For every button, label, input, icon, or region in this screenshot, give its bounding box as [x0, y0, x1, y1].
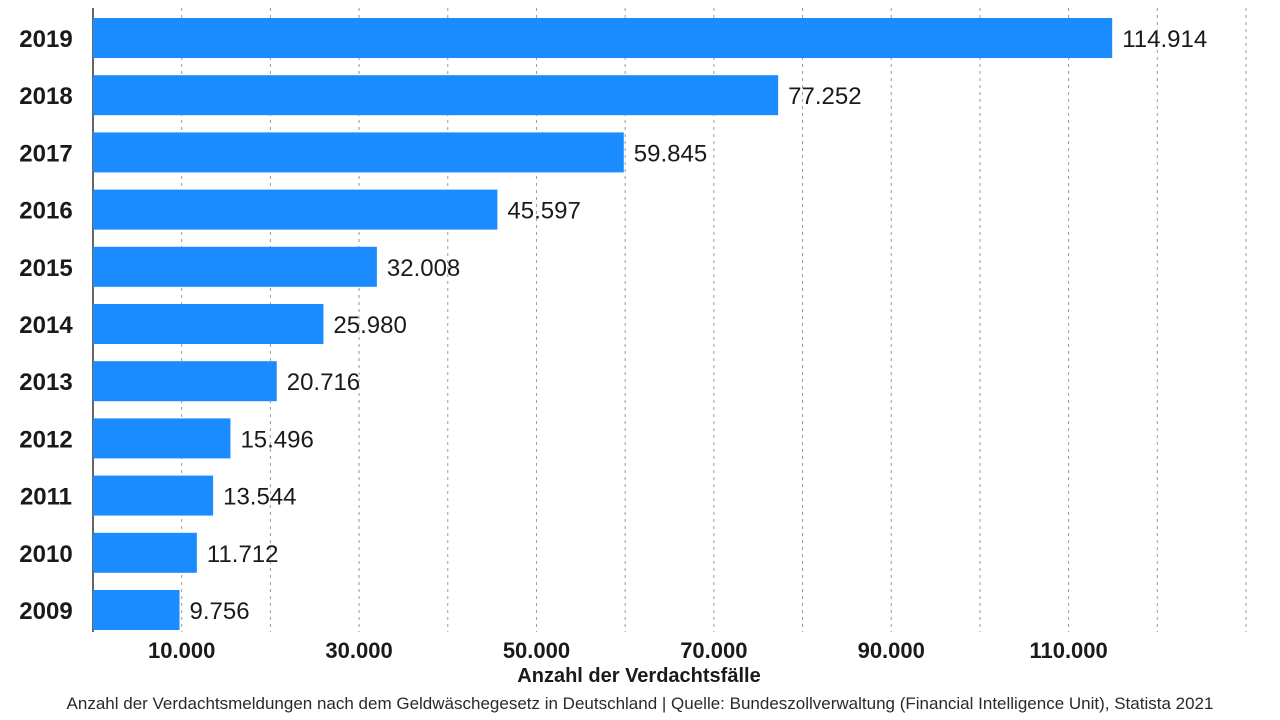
bar-2016: [93, 189, 498, 230]
value-label: 45.597: [507, 198, 580, 225]
value-label: 13.544: [223, 484, 296, 511]
bar-2010: [93, 532, 197, 573]
x-tick-label: 10.000: [148, 638, 215, 663]
x-axis-ticks: 10.000 30.000 50.000 70.000 90.000 110.000: [148, 638, 1108, 663]
x-tick-label: 50.000: [503, 638, 570, 663]
bar-2017: [93, 132, 624, 173]
bar-2015: [93, 246, 377, 287]
x-tick-label: 110.000: [1029, 638, 1107, 663]
x-tick-label: 30.000: [325, 638, 392, 663]
x-tick-label: 70.000: [680, 638, 747, 663]
value-label: 77.252: [788, 83, 861, 110]
bar-2013: [93, 361, 277, 402]
value-label: 25.980: [333, 312, 406, 339]
category-label: 2014: [19, 312, 73, 339]
category-label: 2018: [19, 83, 72, 110]
category-label: 2015: [19, 255, 72, 282]
category-label: 2010: [19, 541, 72, 568]
bar-chart: 2019 114.914 2018 77.252 2017 59.845 2016 45.59…: [19, 8, 1247, 687]
x-axis-title: Anzahl der Verdachtsfälle: [517, 665, 760, 687]
category-label: 2016: [19, 198, 72, 225]
bar-2019: [93, 18, 1113, 58]
value-label: 11.712: [207, 541, 279, 568]
bar-2009: [93, 590, 180, 630]
category-label: 2017: [19, 140, 72, 167]
category-label: 2011: [20, 484, 72, 511]
gridlines: [181, 8, 1247, 632]
category-label: 2009: [19, 598, 72, 625]
category-label: 2013: [19, 369, 72, 396]
value-label: 32.008: [387, 255, 460, 282]
chart-caption: Anzahl der Verdachtsmeldungen nach dem G…: [66, 694, 1214, 713]
value-label: 59.845: [634, 140, 707, 167]
value-label: 20.716: [287, 369, 360, 396]
bar-2011: [93, 475, 214, 516]
value-label: 9.756: [190, 598, 250, 625]
category-label: 2012: [19, 426, 72, 453]
value-label: 114.914: [1122, 26, 1207, 53]
bar-2012: [93, 418, 231, 459]
bars: 2019 114.914 2018 77.252 2017 59.845 2016 45.59…: [19, 18, 1207, 630]
category-label: 2019: [19, 26, 72, 53]
x-tick-label: 90.000: [858, 638, 925, 663]
bar-2018: [93, 75, 779, 116]
value-label: 15.496: [240, 426, 313, 453]
bar-2014: [93, 304, 324, 344]
